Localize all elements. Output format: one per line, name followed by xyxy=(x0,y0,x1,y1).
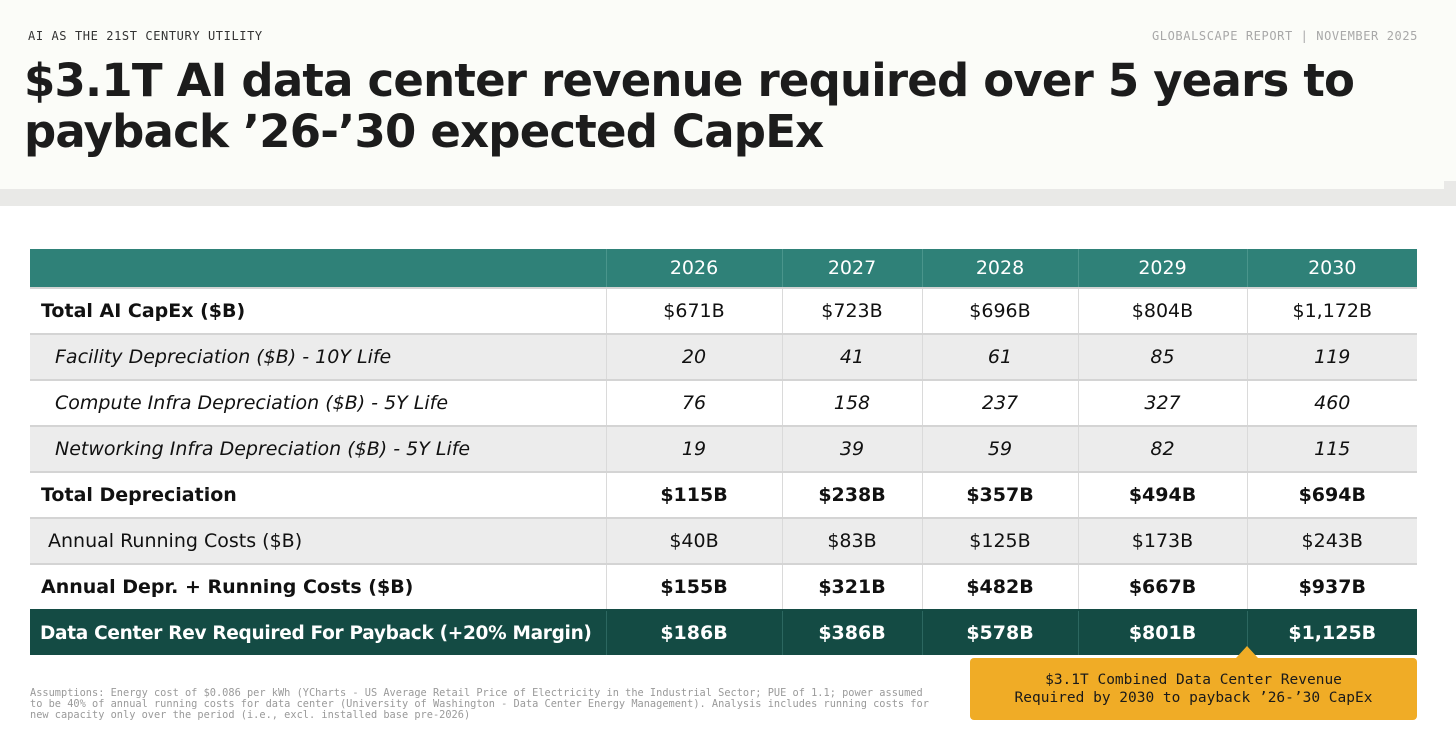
table-header-row: 2026 2027 2028 2029 2030 xyxy=(30,249,1417,288)
row-label: Facility Depreciation ($B) - 10Y Life xyxy=(30,333,607,380)
section-divider xyxy=(0,181,1456,206)
row-label: Total Depreciation xyxy=(30,471,607,518)
cell-value: 76 xyxy=(606,379,783,426)
column-header-2030: 2030 xyxy=(1247,249,1417,288)
row-label: Compute Infra Depreciation ($B) - 5Y Lif… xyxy=(30,379,607,426)
row-annual-running-costs: Annual Running Costs ($B) $40B $83B $125… xyxy=(30,517,1417,564)
cell-value: $696B xyxy=(922,287,1079,334)
row-depr-plus-running: Annual Depr. + Running Costs ($B) $155B … xyxy=(30,563,1417,610)
cell-value: 237 xyxy=(922,379,1079,426)
cell-value: 85 xyxy=(1078,333,1248,380)
column-header-2028: 2028 xyxy=(922,249,1079,288)
cell-value: $578B xyxy=(922,609,1079,655)
cell-value: $186B xyxy=(606,609,783,655)
cell-value: $83B xyxy=(782,517,923,564)
callout-box: $3.1T Combined Data Center Revenue Requi… xyxy=(970,658,1417,720)
cell-value: 19 xyxy=(606,425,783,472)
cell-value: $173B xyxy=(1078,517,1248,564)
row-compute-depreciation: Compute Infra Depreciation ($B) - 5Y Lif… xyxy=(30,379,1417,426)
cell-value: 115 xyxy=(1247,425,1417,472)
callout-line-1: $3.1T Combined Data Center Revenue xyxy=(1045,672,1342,688)
cell-value: 460 xyxy=(1247,379,1417,426)
cell-value: $801B xyxy=(1078,609,1248,655)
column-header-2029: 2029 xyxy=(1078,249,1248,288)
cell-value: $238B xyxy=(782,471,923,518)
row-label: Annual Running Costs ($B) xyxy=(30,517,607,564)
cell-value: $155B xyxy=(606,563,783,610)
cell-value: $115B xyxy=(606,471,783,518)
page-title: $3.1T AI data center revenue required ov… xyxy=(24,54,1355,158)
cell-value: $386B xyxy=(782,609,923,655)
cell-value: $125B xyxy=(922,517,1079,564)
cell-value: 158 xyxy=(782,379,923,426)
cell-value: $937B xyxy=(1247,563,1417,610)
assumptions-footnote: Assumptions: Energy cost of $0.086 per k… xyxy=(30,687,929,721)
cell-value: 39 xyxy=(782,425,923,472)
cell-value: $357B xyxy=(922,471,1079,518)
row-networking-depreciation: Networking Infra Depreciation ($B) - 5Y … xyxy=(30,425,1417,472)
header-panel xyxy=(0,0,1456,189)
row-facility-depreciation: Facility Depreciation ($B) - 10Y Life 20… xyxy=(30,333,1417,380)
row-revenue-required: Data Center Rev Required For Payback (+2… xyxy=(30,609,1417,655)
cell-value: $694B xyxy=(1247,471,1417,518)
cell-value: 41 xyxy=(782,333,923,380)
row-total-depreciation: Total Depreciation $115B $238B $357B $49… xyxy=(30,471,1417,518)
cell-value: 327 xyxy=(1078,379,1248,426)
cell-value: 59 xyxy=(922,425,1079,472)
row-label: Total AI CapEx ($B) xyxy=(30,287,607,334)
report-tag: GLOBALSCAPE REPORT | NOVEMBER 2025 xyxy=(1151,29,1418,43)
row-label: Annual Depr. + Running Costs ($B) xyxy=(30,563,607,610)
cell-value: 61 xyxy=(922,333,1079,380)
cell-value: $482B xyxy=(922,563,1079,610)
kicker-text: AI AS THE 21ST CENTURY UTILITY xyxy=(28,29,263,43)
column-header-label xyxy=(30,249,607,288)
cell-value: $671B xyxy=(606,287,783,334)
cell-value: $723B xyxy=(782,287,923,334)
cell-value: $321B xyxy=(782,563,923,610)
row-label: Networking Infra Depreciation ($B) - 5Y … xyxy=(30,425,607,472)
cell-value: 82 xyxy=(1078,425,1248,472)
cell-value: $494B xyxy=(1078,471,1248,518)
cell-value: 119 xyxy=(1247,333,1417,380)
cell-value: $40B xyxy=(606,517,783,564)
callout-line-2: Required by 2030 to payback ’26-’30 CapE… xyxy=(1014,690,1373,706)
row-label: Data Center Rev Required For Payback (+2… xyxy=(30,609,607,655)
cell-value: $243B xyxy=(1247,517,1417,564)
callout-pointer xyxy=(1236,646,1258,658)
cell-value: $667B xyxy=(1078,563,1248,610)
column-header-2027: 2027 xyxy=(782,249,923,288)
capex-table: 2026 2027 2028 2029 2030 Total AI CapEx … xyxy=(30,249,1417,655)
cell-value: 20 xyxy=(606,333,783,380)
row-total-ai-capex: Total AI CapEx ($B) $671B $723B $696B $8… xyxy=(30,287,1417,334)
cell-value: $804B xyxy=(1078,287,1248,334)
cell-value: $1,125B xyxy=(1247,609,1417,655)
column-header-2026: 2026 xyxy=(606,249,783,288)
cell-value: $1,172B xyxy=(1247,287,1417,334)
